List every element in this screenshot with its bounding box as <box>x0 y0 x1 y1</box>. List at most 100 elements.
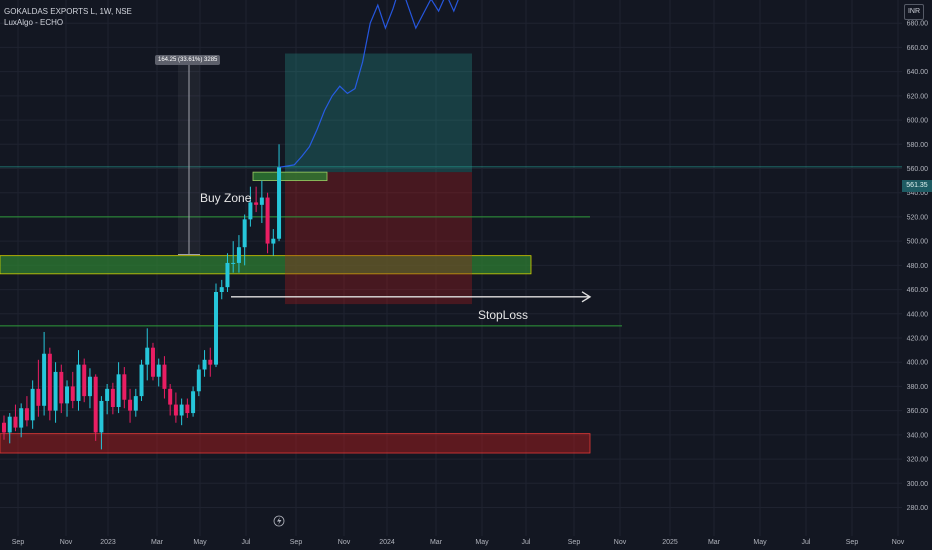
candle-body <box>7 416 12 433</box>
candle-body <box>93 376 98 433</box>
candle-body <box>271 238 276 244</box>
x-tick-label: Sep <box>12 539 25 546</box>
x-tick-label: Jul <box>242 539 251 546</box>
x-tick-label: May <box>475 539 489 546</box>
y-tick-label: 540.00 <box>907 190 929 197</box>
x-tick-label: Sep <box>846 539 859 546</box>
x-tick-label: Nov <box>892 539 905 546</box>
candle-body <box>82 364 87 397</box>
candle-body <box>254 202 259 205</box>
candle-body <box>133 396 138 411</box>
candle-body <box>185 404 190 414</box>
y-tick-label: 380.00 <box>907 384 929 391</box>
target-zone <box>285 53 472 173</box>
candle-body <box>179 404 184 416</box>
candle-body <box>116 374 121 408</box>
stoploss-label: StopLoss <box>478 308 529 322</box>
candle-body <box>19 408 24 428</box>
stoploss-arrow-head <box>581 291 592 303</box>
candle-body <box>110 388 115 408</box>
y-tick-label: 480.00 <box>907 263 929 270</box>
buy-zone-box <box>252 171 328 182</box>
y-tick-label: 400.00 <box>907 360 929 367</box>
candle-body <box>242 219 247 248</box>
buy-zone-label: Buy Zone <box>200 191 252 205</box>
candle-body <box>236 247 241 263</box>
x-tick-label: Mar <box>708 539 721 546</box>
candle-body <box>208 359 213 365</box>
candle-body <box>156 364 161 377</box>
candle-body <box>259 197 264 205</box>
candle-body <box>128 399 133 411</box>
candle-body <box>202 359 207 370</box>
x-tick-label: Mar <box>430 539 443 546</box>
candle-body <box>191 391 196 414</box>
x-tick-label: Nov <box>614 539 627 546</box>
candle-body <box>168 388 173 405</box>
y-tick-label: 600.00 <box>907 118 929 125</box>
candle-body <box>265 197 270 244</box>
candle-body <box>122 374 127 400</box>
candle-body <box>145 347 150 365</box>
x-tick-label: Sep <box>290 539 303 546</box>
y-tick-label: 280.00 <box>907 505 929 512</box>
support-low-zone <box>0 433 591 454</box>
y-tick-label: 500.00 <box>907 239 929 246</box>
lightning-icon <box>273 515 285 527</box>
x-tick-label: May <box>193 539 207 546</box>
symbol-title: GOKALDAS EXPORTS L, 1W, NSE <box>4 7 132 16</box>
candle-body <box>225 262 230 288</box>
x-tick-label: Jul <box>522 539 531 546</box>
y-tick-label: 520.00 <box>907 214 929 221</box>
candle-body <box>59 371 64 404</box>
measure-label: 164.25 (33.61%) 3285 <box>155 55 221 65</box>
y-tick-label: 620.00 <box>907 93 929 100</box>
candle-body <box>219 287 224 292</box>
y-tick-label: 580.00 <box>907 142 929 149</box>
candle-body <box>196 369 201 392</box>
x-tick-label: 2023 <box>100 539 116 546</box>
y-tick-label: 340.00 <box>907 432 929 439</box>
y-tick-label: 660.00 <box>907 45 929 52</box>
y-tick-label: 440.00 <box>907 311 929 318</box>
currency-button[interactable]: INR <box>904 4 924 20</box>
x-tick-label: Sep <box>568 539 581 546</box>
candle-body <box>13 416 18 428</box>
support-zone <box>0 255 532 275</box>
candle-body <box>65 386 70 404</box>
forecast-line <box>278 0 459 168</box>
y-tick-label: 680.00 <box>907 21 929 28</box>
candle-body <box>24 408 29 421</box>
y-tick-label: 320.00 <box>907 457 929 464</box>
y-tick-label: 560.00 <box>907 166 929 173</box>
candle-body <box>139 364 144 397</box>
x-tick-label: Nov <box>60 539 73 546</box>
y-tick-label: 300.00 <box>907 481 929 488</box>
candle-body <box>105 388 110 401</box>
x-tick-label: May <box>753 539 767 546</box>
x-tick-label: 2025 <box>662 539 678 546</box>
y-tick-label: 640.00 <box>907 69 929 76</box>
candle-body <box>99 400 104 433</box>
y-tick-label: 460.00 <box>907 287 929 294</box>
candle-body <box>214 291 219 365</box>
x-tick-label: Nov <box>338 539 351 546</box>
candle-body <box>162 364 167 389</box>
candle-body <box>76 364 81 401</box>
indicator-title: LuxAlgo - ECHO <box>4 18 64 27</box>
x-tick-label: 2024 <box>379 539 395 546</box>
candle-body <box>70 386 75 401</box>
candle-body <box>150 347 155 377</box>
candle-body <box>53 371 58 411</box>
x-tick-label: Mar <box>151 539 164 546</box>
candle-body <box>2 422 6 433</box>
stop-zone <box>285 172 472 305</box>
candle-body <box>277 167 282 239</box>
candle-body <box>42 353 47 406</box>
y-tick-label: 420.00 <box>907 336 929 343</box>
candle-body <box>30 388 35 421</box>
candle-body <box>47 353 52 411</box>
candle-body <box>231 262 236 264</box>
